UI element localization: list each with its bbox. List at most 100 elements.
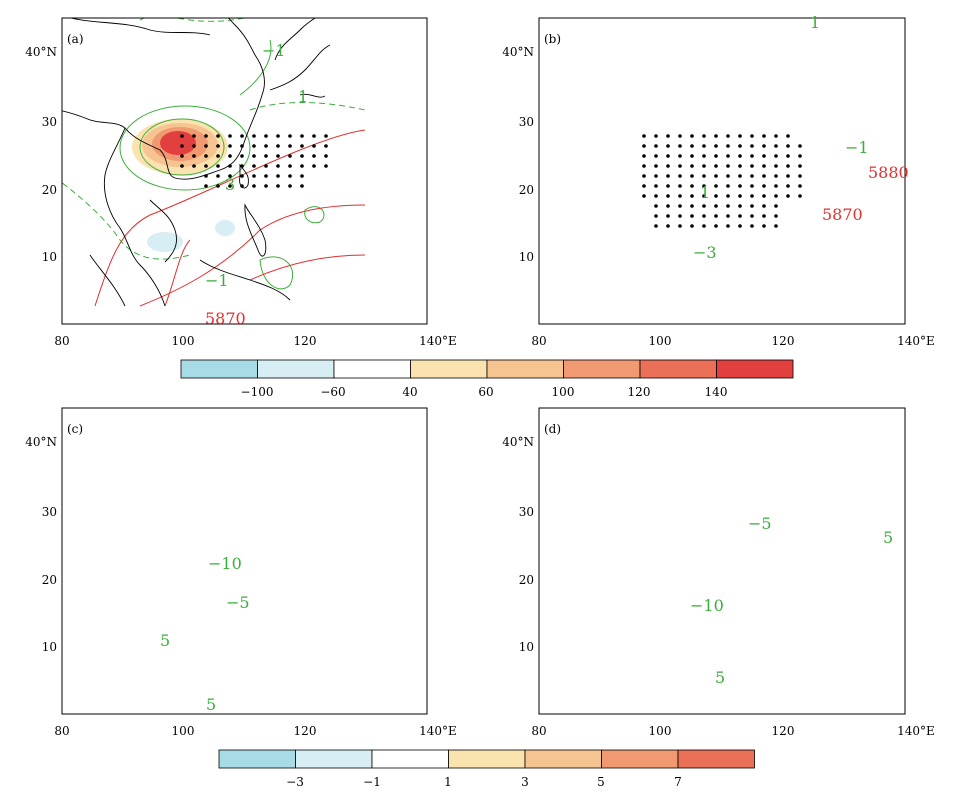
significance-dot: [762, 214, 766, 218]
significance-dot: [738, 174, 742, 178]
significance-dot: [714, 204, 718, 208]
significance-dot: [324, 134, 328, 138]
xtick: 120: [772, 334, 795, 348]
contour-label: −1: [205, 271, 229, 290]
colorbar-label: 1: [444, 775, 452, 789]
significance-dot: [750, 224, 754, 228]
red-contours-a: [94, 129, 366, 307]
significance-dot: [240, 134, 244, 138]
colorbar-swatch: [333, 359, 411, 379]
significance-dot: [666, 214, 670, 218]
significance-dot: [762, 174, 766, 178]
significance-dot: [774, 214, 778, 218]
significance-dot: [750, 184, 754, 188]
shading-a: [132, 119, 235, 252]
ytick: 30: [519, 505, 534, 519]
significance-dot: [324, 144, 328, 148]
colorbar-swatch: [677, 749, 755, 769]
significance-dot: [642, 184, 646, 188]
significance-dot: [678, 164, 682, 168]
significance-dot: [750, 154, 754, 158]
ytick: 10: [42, 250, 57, 264]
contour-labels-d: −5 −10 5 5: [690, 514, 893, 687]
significance-dot: [786, 134, 790, 138]
significance-dot: [702, 174, 706, 178]
xtick: 80: [531, 724, 546, 738]
significance-dot: [690, 174, 694, 178]
significance-dot: [774, 224, 778, 228]
colorbar-swatch: [218, 749, 296, 769]
contour-labels-a: −1 1 −1 3 5870: [205, 41, 308, 328]
significance-dot: [228, 134, 232, 138]
significance-dot: [642, 134, 646, 138]
significance-dot: [714, 154, 718, 158]
colorbar-top-labels: −100 −60 40 60 100 120 140: [241, 385, 728, 399]
significance-dot: [714, 214, 718, 218]
significance-dot: [654, 204, 658, 208]
significance-dot: [798, 144, 802, 148]
significance-dot: [288, 174, 292, 178]
ytick: 10: [519, 250, 534, 264]
significance-dot: [216, 174, 220, 178]
contour-label: −1: [845, 138, 869, 157]
significance-dot: [738, 144, 742, 148]
contour-label: 1: [810, 13, 820, 32]
ytick: 40°N: [502, 45, 534, 59]
significance-dot: [678, 204, 682, 208]
significance-dot: [678, 194, 682, 198]
ytick: 40°N: [25, 435, 57, 449]
xtick: 120: [294, 724, 317, 738]
significance-dot: [264, 184, 268, 188]
significance-dot: [774, 164, 778, 168]
significance-dot: [798, 174, 802, 178]
significance-dot: [738, 154, 742, 158]
significance-dot: [690, 184, 694, 188]
significance-dot: [240, 144, 244, 148]
significance-dot: [312, 164, 316, 168]
significance-dot: [678, 184, 682, 188]
significance-dot: [750, 204, 754, 208]
significance-dot: [654, 134, 658, 138]
contour-label: −10: [208, 554, 242, 573]
significance-dot: [300, 184, 304, 188]
significance-dot: [216, 164, 220, 168]
significance-dot: [276, 164, 280, 168]
colorbar-swatch: [524, 749, 602, 769]
significance-dot: [642, 154, 646, 158]
significance-dot: [750, 144, 754, 148]
significance-dot: [204, 174, 208, 178]
significance-dot: [714, 224, 718, 228]
colorbar-swatch: [257, 359, 335, 379]
significance-dot: [192, 154, 196, 158]
significance-dot: [666, 184, 670, 188]
x-ticks-d: 80 100 120 140°E: [531, 724, 934, 738]
xtick: 80: [54, 724, 69, 738]
significance-dot: [774, 204, 778, 208]
significance-dot: [312, 154, 316, 158]
significance-dot: [690, 144, 694, 148]
significance-dot: [738, 204, 742, 208]
significance-dot: [762, 144, 766, 148]
ytick: 40°N: [25, 45, 57, 59]
significance-dot: [228, 154, 232, 158]
significance-dot: [774, 144, 778, 148]
xtick: 120: [772, 724, 795, 738]
panel-b: [538, 17, 906, 325]
significance-dot: [702, 144, 706, 148]
stipple-b: [642, 134, 802, 228]
colorbar-bottom-labels: −3 −1 1 3 5 7: [286, 775, 682, 789]
significance-dot: [762, 184, 766, 188]
xtick: 140°E: [419, 724, 457, 738]
significance-dot: [774, 154, 778, 158]
panel-label-b: (b): [544, 32, 561, 46]
contour-label: 5880: [868, 163, 909, 182]
ytick: 30: [42, 115, 57, 129]
xtick: 80: [531, 334, 546, 348]
colorbar-label: 60: [478, 385, 493, 399]
y-ticks-c: 40°N 30 20 10: [25, 435, 57, 654]
significance-dot: [228, 144, 232, 148]
significance-dot: [738, 164, 742, 168]
contour-label: 5870: [822, 205, 863, 224]
significance-dot: [774, 184, 778, 188]
